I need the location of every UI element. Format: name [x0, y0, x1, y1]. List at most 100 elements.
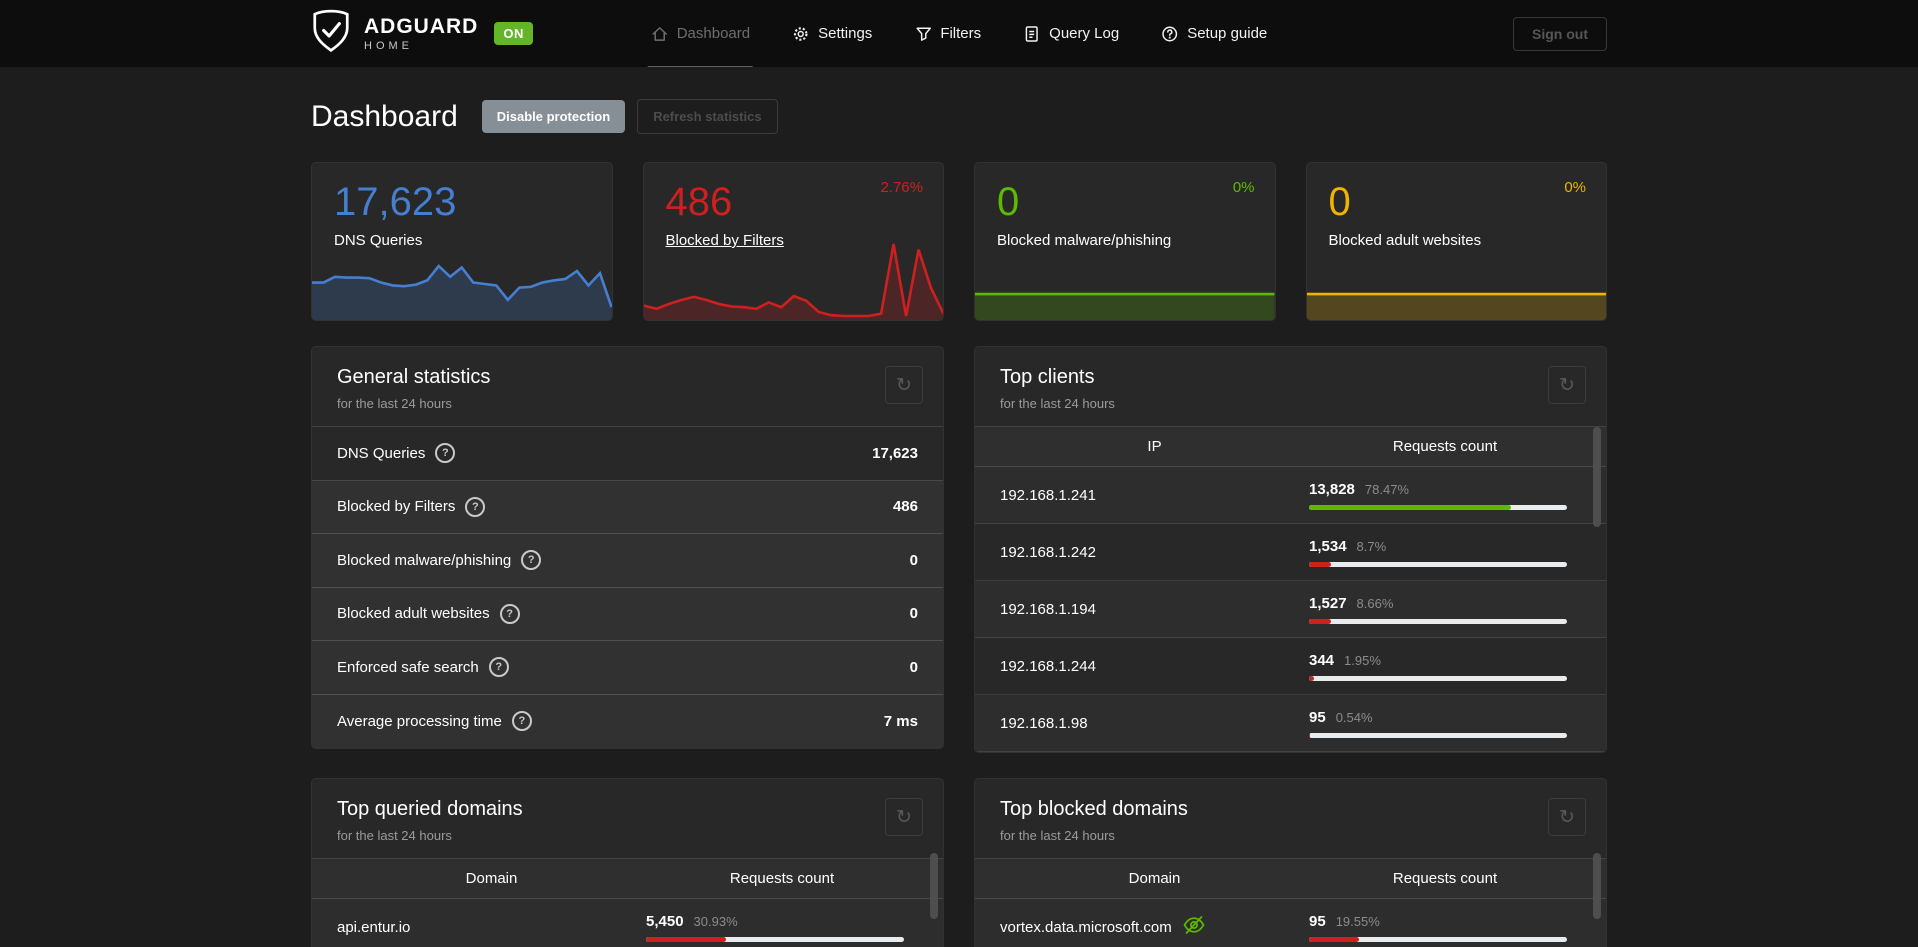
sign-out-button[interactable]: Sign out	[1513, 16, 1607, 51]
help-icon[interactable]: ?	[499, 603, 520, 624]
nav-label-settings: Settings	[818, 25, 873, 42]
document-icon	[1023, 25, 1041, 43]
refresh-icon[interactable]: ↻	[885, 798, 923, 836]
blocked-adult-percent: 0%	[1564, 179, 1586, 196]
column-header-domain: Domain	[465, 870, 518, 887]
top-blocked-header: Domain Requests count	[975, 859, 1606, 899]
nav-item-filters[interactable]: Filters	[911, 0, 984, 67]
stat-row-label: Blocked adult websites	[337, 605, 490, 623]
requests-count: 13,828	[1309, 480, 1355, 498]
blocked-malware-sparkline	[975, 248, 1275, 320]
refresh-icon[interactable]: ↻	[1548, 366, 1586, 404]
table-row: 192.168.1.244 344 1.95%	[975, 638, 1606, 695]
top-blocked-title: Top blocked domains	[1000, 798, 1188, 820]
table-row: Enforced safe search ? 0	[312, 641, 943, 695]
table-row: 192.168.1.241 13,828 78.47%	[975, 467, 1606, 524]
nav-item-querylog[interactable]: Query Log	[1020, 0, 1122, 67]
table-row: Blocked malware/phishing ? 0	[312, 534, 943, 588]
table-row: DNS Queries ? 17,623	[312, 427, 943, 481]
brand-name: ADGUARD	[364, 14, 479, 38]
column-header-requests: Requests count	[729, 870, 835, 887]
scrollbar-thumb[interactable]	[1593, 427, 1601, 527]
requests-count: 95	[1309, 708, 1326, 726]
table-row: vortex.data.microsoft.com 95 1	[975, 899, 1606, 947]
table-row: api.entur.io 5,450 30.93%	[312, 899, 943, 947]
general-statistics-table: DNS Queries ? 17,623 Blocked by Filters …	[312, 427, 943, 748]
table-row: 192.168.1.98 95 0.54%	[975, 695, 1606, 752]
top-navbar: ADGUARD HOME ON Dashboard	[0, 0, 1918, 67]
disable-protection-button[interactable]: Disable protection	[481, 100, 626, 133]
progress-bar	[1309, 732, 1567, 738]
requests-percent: 8.7%	[1356, 538, 1387, 554]
top-clients-subtitle: for the last 24 hours	[1000, 396, 1115, 411]
nav-item-setup-guide[interactable]: Setup guide	[1158, 0, 1270, 67]
eye-off-icon[interactable]	[1182, 913, 1206, 941]
protection-on-badge: ON	[494, 22, 533, 45]
refresh-icon[interactable]: ↻	[885, 366, 923, 404]
requests-percent: 1.95%	[1344, 652, 1381, 668]
table-row: 192.168.1.242 1,534 8.7%	[975, 524, 1606, 581]
top-queried-subtitle: for the last 24 hours	[337, 828, 452, 843]
blocked-malware-value: 0	[997, 180, 1020, 224]
nav-item-settings[interactable]: Settings	[789, 0, 875, 67]
domain-name: vortex.data.microsoft.com	[1000, 918, 1172, 936]
general-statistics-title: General statistics	[337, 366, 491, 388]
card-blocked-filters: 486 Blocked by Filters 2.76%	[642, 162, 944, 321]
nav-item-dashboard[interactable]: Dashboard	[647, 0, 754, 67]
stat-row-value: 0	[909, 658, 918, 676]
progress-bar	[1309, 618, 1567, 624]
table-row: 192.168.1.194 1,527 8.66%	[975, 581, 1606, 638]
requests-percent: 0.54%	[1335, 709, 1373, 725]
client-ip[interactable]: 192.168.1.242	[1000, 543, 1096, 561]
nav-label-querylog: Query Log	[1049, 25, 1120, 42]
help-icon[interactable]: ?	[521, 550, 542, 571]
progress-bar	[1309, 675, 1567, 681]
top-blocked-table: vortex.data.microsoft.com 95 1	[975, 899, 1606, 947]
requests-count: 344	[1309, 651, 1335, 669]
stat-row-label: Blocked by Filters	[337, 498, 456, 516]
refresh-icon[interactable]: ↻	[1548, 798, 1586, 836]
dns-queries-label: DNS Queries	[334, 232, 423, 249]
general-statistics-panel: General statistics for the last 24 hours…	[311, 346, 944, 749]
dns-queries-sparkline	[312, 248, 612, 320]
help-icon[interactable]: ?	[465, 496, 486, 517]
blocked-filters-value: 486	[665, 180, 733, 224]
column-header-ip: IP	[1147, 438, 1162, 455]
requests-percent: 78.47%	[1364, 481, 1409, 497]
blocked-filters-link[interactable]: Blocked by Filters	[665, 232, 784, 249]
client-ip[interactable]: 192.168.1.244	[1000, 657, 1096, 675]
requests-count: 1,527	[1309, 594, 1347, 612]
column-header-requests: Requests count	[1392, 438, 1498, 455]
page-title: Dashboard	[311, 99, 458, 133]
requests-count: 5,450	[646, 912, 684, 930]
help-icon[interactable]: ?	[488, 657, 509, 678]
top-blocked-subtitle: for the last 24 hours	[1000, 828, 1115, 843]
scrollbar-thumb[interactable]	[1593, 853, 1601, 919]
funnel-icon	[914, 25, 932, 43]
progress-bar	[1309, 936, 1567, 942]
adguard-logo[interactable]: ADGUARD HOME	[311, 9, 478, 58]
stat-row-value: 486	[892, 498, 918, 516]
stat-row-label: DNS Queries	[337, 444, 426, 462]
help-icon[interactable]: ?	[511, 711, 532, 732]
help-icon[interactable]: ?	[435, 443, 456, 464]
client-ip[interactable]: 192.168.1.194	[1000, 600, 1096, 618]
domain-name: api.entur.io	[337, 918, 411, 936]
stat-row-label: Blocked malware/phishing	[337, 551, 512, 569]
card-blocked-malware: 0 Blocked malware/phishing 0%	[974, 162, 1276, 321]
nav-label-setup-guide: Setup guide	[1187, 25, 1268, 42]
top-clients-header: IP Requests count	[975, 427, 1606, 467]
blocked-filters-sparkline	[643, 240, 943, 320]
client-ip[interactable]: 192.168.1.241	[1000, 486, 1096, 504]
card-blocked-adult: 0 Blocked adult websites 0%	[1305, 162, 1607, 321]
table-row: Blocked by Filters ? 486	[312, 480, 943, 534]
refresh-statistics-button[interactable]: Refresh statistics	[637, 99, 778, 134]
stat-row-value: 0	[909, 551, 918, 569]
blocked-malware-label: Blocked malware/phishing	[997, 232, 1172, 249]
blocked-adult-sparkline	[1306, 248, 1606, 320]
stat-row-label: Enforced safe search	[337, 658, 479, 676]
scrollbar-thumb[interactable]	[930, 853, 938, 919]
dns-queries-value: 17,623	[334, 180, 457, 224]
top-clients-panel: Top clients for the last 24 hours ↻ IP R…	[974, 346, 1607, 753]
client-ip[interactable]: 192.168.1.98	[1000, 714, 1088, 732]
